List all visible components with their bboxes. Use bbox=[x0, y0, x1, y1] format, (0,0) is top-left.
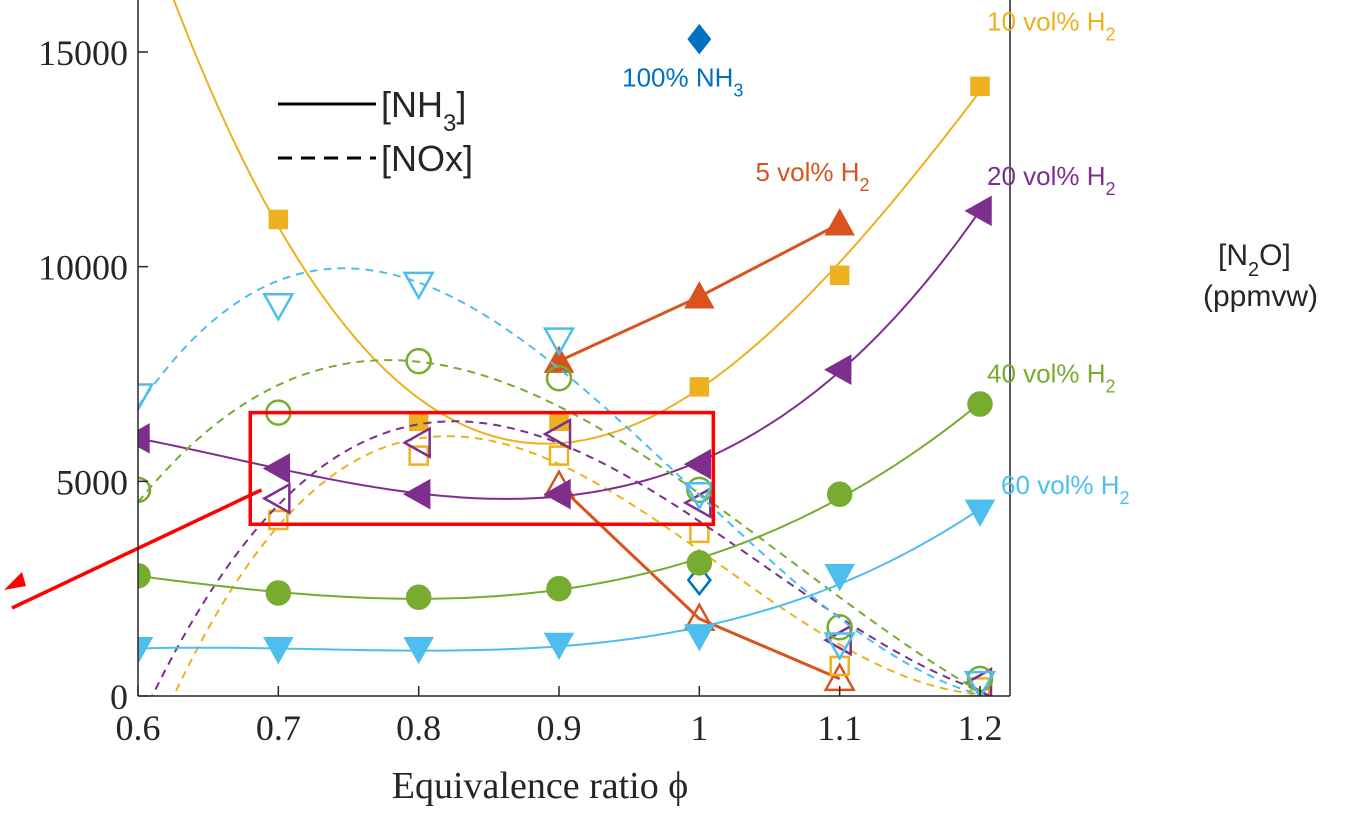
nox-point-40-vol-h2 bbox=[826, 614, 853, 641]
nox-point-100-nh3 bbox=[686, 564, 712, 597]
y-tick-label: 5000 bbox=[56, 462, 128, 502]
nox-point-20-vol-h2 bbox=[682, 486, 712, 519]
nh3-point-20-vol-h2 bbox=[262, 453, 291, 484]
nox-point-60-vol-h2 bbox=[683, 481, 716, 511]
nh3-point-5-vol-h2 bbox=[543, 345, 575, 373]
nox-point-20-vol-h2 bbox=[402, 426, 431, 459]
highlight-box bbox=[248, 410, 716, 527]
nox-curve-10-vol-h2 bbox=[172, 435, 981, 696]
nox-point-60-vol-h2 bbox=[963, 670, 997, 696]
nh3-point-5-vol-h2 bbox=[684, 281, 715, 309]
nh3-point-40-vol-h2 bbox=[826, 481, 853, 507]
y-tick-label: 10000 bbox=[38, 248, 128, 288]
plot-marks bbox=[138, 0, 997, 696]
nh3-point-60-vol-h2 bbox=[403, 637, 434, 665]
nh3-point-10-vol-h2 bbox=[689, 377, 710, 397]
axes: 0.6 0.7 0.8 0.9 1 1.1 1.2 0 5000 10000 15000 bbox=[4, 0, 1011, 748]
x-tick-label: 0.7 bbox=[256, 708, 301, 748]
nox-point-20-vol-h2 bbox=[542, 417, 572, 451]
nox-point-40-vol-h2 bbox=[138, 476, 152, 504]
nox-point-60-vol-h2 bbox=[138, 383, 155, 413]
nh3-point-10-vol-h2 bbox=[408, 411, 429, 431]
nh3-point-40-vol-h2 bbox=[967, 391, 993, 417]
y-tick-label: 15000 bbox=[38, 33, 128, 73]
right-axis-label: [N2O](ppmvw) bbox=[1203, 239, 1318, 313]
nox-point-40-vol-h2 bbox=[686, 476, 713, 504]
series-label-5-vol-h2: 5 vol% H2 bbox=[755, 157, 869, 195]
nh3-point-20-vol-h2 bbox=[824, 354, 852, 385]
nox-point-60-vol-h2 bbox=[823, 632, 856, 662]
nh3-point-40-vol-h2 bbox=[686, 550, 713, 576]
nox-point-60-vol-h2 bbox=[542, 327, 576, 357]
nox-point-60-vol-h2 bbox=[402, 271, 435, 301]
nh3-point-40-vol-h2 bbox=[405, 584, 432, 611]
nh3-point-60-vol-h2 bbox=[138, 637, 154, 665]
highlight-arrowhead bbox=[4, 572, 26, 590]
nh3-point-20-vol-h2 bbox=[543, 478, 571, 510]
nox-curve-40-vol-h2 bbox=[138, 359, 981, 693]
nh3-point-40-vol-h2 bbox=[265, 580, 292, 606]
nox-point-10-vol-h2 bbox=[689, 522, 710, 544]
nh3-point-20-vol-h2 bbox=[683, 448, 712, 480]
nox-point-40-vol-h2 bbox=[545, 365, 573, 392]
nh3-point-60-vol-h2 bbox=[263, 637, 294, 665]
nh3-point-40-vol-h2 bbox=[138, 563, 151, 589]
nh3-point-10-vol-h2 bbox=[268, 209, 289, 230]
nh3-curve-10-vol-h2 bbox=[172, 0, 981, 445]
x-tick-label: 0.9 bbox=[537, 708, 582, 748]
x-tick-label: 0.8 bbox=[396, 708, 441, 748]
nox-point-20-vol-h2 bbox=[261, 482, 291, 515]
line-style-legend: [NH3][NOx] bbox=[278, 84, 473, 179]
series-label-20-vol-h2: 20 vol% H2 bbox=[987, 161, 1116, 199]
series-label-40-vol-h2: 40 vol% H2 bbox=[987, 359, 1116, 397]
x-tick-label: 1.2 bbox=[958, 708, 1003, 748]
nh3-point-10-vol-h2 bbox=[829, 265, 850, 286]
right-axis-label-line1: [N2O] bbox=[1218, 239, 1291, 281]
nox-point-60-vol-h2 bbox=[262, 293, 295, 322]
nh3-point-20-vol-h2 bbox=[138, 423, 150, 454]
nox-line-5-vol-h2 bbox=[557, 484, 841, 681]
series-label-60-vol-h2: 60 vol% H2 bbox=[1001, 470, 1130, 508]
nh3-point-20-vol-h2 bbox=[964, 195, 992, 227]
nox-point-40-vol-h2 bbox=[405, 347, 432, 375]
legend-label-dashed: [NOx] bbox=[381, 138, 473, 179]
legend-label-solid: [NH3] bbox=[381, 84, 466, 137]
nox-point-10-vol-h2 bbox=[268, 509, 289, 531]
series-labels: 100% NH3 5 vol% H2 10 vol% H2 20 vol% H2 40 … bbox=[622, 7, 1129, 509]
right-axis-label-line2: (ppmvw) bbox=[1203, 280, 1318, 313]
y-tick-label: 0 bbox=[110, 677, 128, 717]
nh3-point-40-vol-h2 bbox=[546, 575, 572, 602]
nh3-point-60-vol-h2 bbox=[964, 499, 996, 527]
nh3-point-60-vol-h2 bbox=[543, 632, 575, 661]
nox-curve-60-vol-h2 bbox=[138, 267, 981, 696]
series-label-100-nh3: 100% NH3 bbox=[622, 62, 743, 100]
nox-point-10-vol-h2 bbox=[548, 445, 570, 466]
nh3-point-60-vol-h2 bbox=[684, 624, 715, 652]
nh3-point-5-vol-h2 bbox=[824, 208, 855, 236]
x-axis-label: Equivalence ratio ϕ bbox=[392, 765, 688, 807]
x-tick-label: 1 bbox=[690, 708, 708, 748]
nh3-point-60-vol-h2 bbox=[824, 564, 855, 592]
x-tick-label: 0.6 bbox=[116, 708, 161, 748]
highlight-arrow bbox=[11, 488, 263, 610]
nh3-point-20-vol-h2 bbox=[403, 478, 431, 510]
x-tick-label: 1.1 bbox=[817, 708, 862, 748]
series-label-10-vol-h2: 10 vol% H2 bbox=[987, 7, 1116, 45]
nh3-point-100-nh3 bbox=[687, 23, 712, 55]
nh3-point-10-vol-h2 bbox=[970, 76, 990, 97]
